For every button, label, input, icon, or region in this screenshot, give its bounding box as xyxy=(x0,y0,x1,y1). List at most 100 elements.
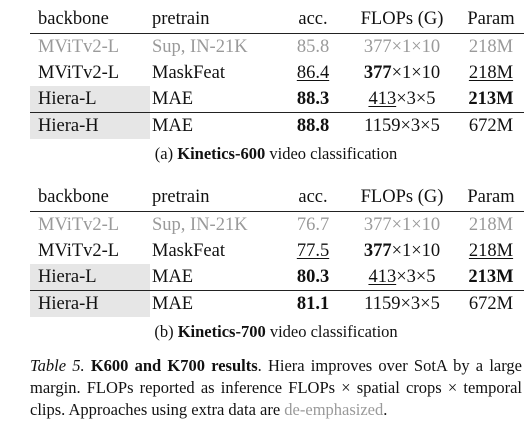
flops-base: 377 xyxy=(363,36,392,57)
table-row: MViTv2-L Sup, IN-21K 85.8 377×1×10 218M xyxy=(30,34,524,61)
bold-value: 88.8 xyxy=(296,115,330,136)
subtable-caption: (a) Kinetics-600 video classification xyxy=(30,143,522,165)
cell-acc: 77.5 xyxy=(280,238,346,264)
bold-value: 88.3 xyxy=(296,88,330,109)
caption-title: K600 and K700 results xyxy=(90,356,258,375)
cell-backbone: MViTv2-L xyxy=(38,36,120,57)
header-acc: acc. xyxy=(280,184,346,212)
cell-backbone: Hiera-H xyxy=(30,290,150,317)
cell-acc: 81.1 xyxy=(280,290,346,317)
table-header-row: backbone pretrain acc. FLOPs (G) Param xyxy=(30,184,524,212)
cell-param: 218M xyxy=(458,238,524,264)
cell-flops: 413×3×5 xyxy=(346,86,458,113)
flops-views: ×1×10 xyxy=(391,62,441,83)
k700-table-block: backbone pretrain acc. FLOPs (G) Param M… xyxy=(30,184,524,343)
flops-views: ×1×10 xyxy=(391,240,441,261)
caption-prefix: (a) xyxy=(154,144,174,163)
header-backbone: backbone xyxy=(30,184,150,212)
cell-flops: 413×3×5 xyxy=(346,264,458,291)
cell-backbone: Hiera-L xyxy=(30,264,150,291)
flops-base: 377 xyxy=(363,214,392,235)
cell-backbone: Hiera-H xyxy=(30,112,150,139)
header-acc: acc. xyxy=(280,6,346,34)
table-row: Hiera-L MAE 88.3 413×3×5 213M xyxy=(30,86,524,113)
caption-label: Table 5. xyxy=(30,356,85,375)
flops-base: 413 xyxy=(368,88,397,109)
caption-suffix: video classification xyxy=(269,322,398,341)
header-param: Param xyxy=(458,6,524,34)
bold-value: 81.1 xyxy=(296,293,330,314)
cell-flops: 377×1×10 xyxy=(346,60,458,86)
header-pretrain: pretrain xyxy=(150,184,280,212)
flops-views: ×1×10 xyxy=(391,214,441,235)
header-flops: FLOPs (G) xyxy=(346,6,458,34)
cell-backbone: Hiera-L xyxy=(30,86,150,113)
cell-pretrain: MaskFeat xyxy=(152,62,225,83)
flops-views: ×3×5 xyxy=(400,293,440,314)
cell-pretrain: MAE xyxy=(150,112,280,139)
cell-backbone: MViTv2-L xyxy=(38,62,120,83)
cell-acc: 80.3 xyxy=(280,264,346,291)
caption-prefix: (b) xyxy=(154,322,174,341)
table-row: MViTv2-L MaskFeat 77.5 377×1×10 218M xyxy=(30,238,524,264)
cell-param: 218M xyxy=(468,36,514,57)
bold-value: 213M xyxy=(468,266,514,287)
flops-views: ×1×10 xyxy=(391,36,441,57)
cell-param: 218M xyxy=(458,60,524,86)
cell-backbone: MViTv2-L xyxy=(38,240,120,261)
caption-deemphasized: de-emphasized xyxy=(284,400,384,419)
flops-base: 1159 xyxy=(364,293,401,314)
flops-views: ×3×5 xyxy=(400,115,440,136)
bold-value: 80.3 xyxy=(296,266,330,287)
cell-backbone: MViTv2-L xyxy=(38,214,120,235)
table-row: MViTv2-L Sup, IN-21K 76.7 377×1×10 218M xyxy=(30,212,524,239)
table-row: Hiera-L MAE 80.3 413×3×5 213M xyxy=(30,264,524,291)
flops-base: 413 xyxy=(368,266,397,287)
cell-acc: 76.7 xyxy=(296,214,330,235)
cell-param: 672M xyxy=(458,112,524,139)
underlined-value: 86.4 xyxy=(296,62,330,83)
flops-views: ×3×5 xyxy=(396,266,436,287)
k600-results-table: backbone pretrain acc. FLOPs (G) Param M… xyxy=(30,6,524,139)
flops-base: 1159 xyxy=(364,115,401,136)
caption-dataset: Kinetics-700 xyxy=(177,322,266,341)
header-pretrain: pretrain xyxy=(150,6,280,34)
bold-value: 213M xyxy=(468,88,514,109)
table-row: Hiera-H MAE 88.8 1159×3×5 672M xyxy=(30,112,524,139)
cell-pretrain: MaskFeat xyxy=(152,240,225,261)
header-param: Param xyxy=(458,184,524,212)
k600-table-block: backbone pretrain acc. FLOPs (G) Param M… xyxy=(30,6,524,165)
underlined-value: 218M xyxy=(468,240,514,261)
flops-views: ×3×5 xyxy=(396,88,436,109)
cell-pretrain: MAE xyxy=(152,266,194,287)
underlined-value: 218M xyxy=(468,62,514,83)
cell-acc: 86.4 xyxy=(280,60,346,86)
table-header-row: backbone pretrain acc. FLOPs (G) Param xyxy=(30,6,524,34)
subtable-caption: (b) Kinetics-700 video classification xyxy=(30,321,522,343)
cell-acc: 88.8 xyxy=(280,112,346,139)
table-caption: Table 5. K600 and K700 results. Hiera im… xyxy=(30,355,522,421)
cell-flops: 377×1×10 xyxy=(346,238,458,264)
cell-param: 218M xyxy=(468,214,514,235)
cell-acc: 85.8 xyxy=(296,36,330,57)
cell-flops: 377×1×10 xyxy=(346,34,458,61)
cell-pretrain: MAE xyxy=(152,88,194,109)
cell-pretrain: MAE xyxy=(150,290,280,317)
k700-results-table: backbone pretrain acc. FLOPs (G) Param M… xyxy=(30,184,524,317)
caption-suffix: video classification xyxy=(269,144,398,163)
cell-flops: 1159×3×5 xyxy=(346,290,458,317)
table-row: Hiera-H MAE 81.1 1159×3×5 672M xyxy=(30,290,524,317)
table-row: MViTv2-L MaskFeat 86.4 377×1×10 218M xyxy=(30,60,524,86)
cell-flops: 1159×3×5 xyxy=(346,112,458,139)
underlined-value: 77.5 xyxy=(296,240,330,261)
cell-flops: 377×1×10 xyxy=(346,212,458,239)
caption-body: . Hiera improves over SotA by a large ma… xyxy=(30,356,522,419)
flops-base: 377 xyxy=(363,62,392,83)
cell-param: 213M xyxy=(458,264,524,291)
cell-param: 672M xyxy=(458,290,524,317)
caption-end: . xyxy=(383,400,388,419)
header-backbone: backbone xyxy=(30,6,150,34)
cell-acc: 88.3 xyxy=(280,86,346,113)
cell-param: 213M xyxy=(458,86,524,113)
header-flops: FLOPs (G) xyxy=(346,184,458,212)
